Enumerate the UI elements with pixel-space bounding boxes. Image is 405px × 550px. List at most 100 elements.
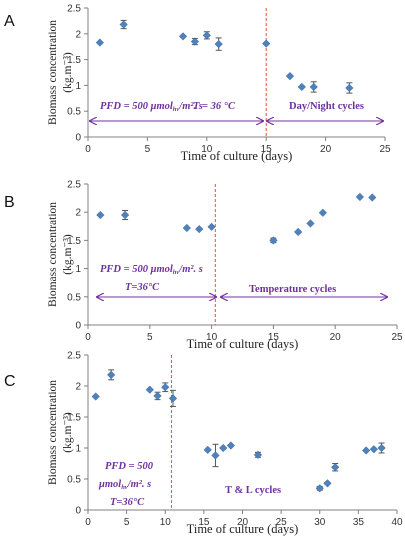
data-point: [361, 446, 371, 455]
panel-letter: C: [4, 373, 16, 390]
annotation-pfd: PFD = 500 μmolhv/m². s: [100, 264, 203, 276]
data-point: [182, 223, 192, 233]
x-tick-label: 40: [391, 517, 403, 528]
data-point: [323, 479, 332, 488]
x-tick-label: 25: [391, 332, 403, 343]
data-point: [91, 392, 100, 401]
data-point: [345, 83, 354, 93]
annotation-cycles: Temperature cycles: [249, 284, 336, 295]
x-tick-label: 30: [314, 517, 326, 528]
y-tick-label: 0.5: [67, 292, 81, 303]
x-axis-title: Time of culture (days): [187, 337, 299, 351]
data-point: [161, 383, 170, 392]
x-tick-label: 5: [147, 332, 153, 343]
data-point: [203, 445, 212, 455]
annotation-pfd-unit: μmolhv/m². s: [98, 479, 151, 491]
data-point: [306, 219, 315, 228]
y-axis-title: Biomass concentration (kg.m⁻³): [47, 380, 74, 485]
annotation-temperature: T=36°C: [125, 282, 160, 293]
data-point: [107, 370, 116, 379]
annotation-pfd: PFD = 500 μmolhv/m². s: [100, 101, 203, 113]
x-tick-label: 25: [276, 517, 288, 528]
annotation-cycles: Day/Night cycles: [289, 101, 364, 112]
data-point: [309, 82, 318, 92]
y-tick-label: 1: [75, 81, 81, 92]
data-point: [153, 391, 162, 401]
data-point: [368, 193, 377, 202]
data-point: [119, 20, 128, 29]
x-tick-label: 15: [261, 144, 273, 155]
data-point: [202, 31, 211, 40]
panel-b: B 0 0.5 1 1.5 2 2.5 0 5 10 15 20 25 Time of culture (…: [4, 180, 403, 352]
data-point: [253, 450, 263, 459]
y-tick-label: 0.5: [67, 475, 81, 486]
data-point: [214, 39, 223, 49]
y-tick-label: 2: [75, 29, 81, 40]
data-point: [297, 82, 306, 92]
data-point: [145, 385, 154, 394]
y-axis-title: Biomass concentration (kg.m⁻³): [47, 202, 74, 307]
data-point: [262, 39, 271, 48]
x-tick-label: 5: [124, 517, 130, 528]
x-axis-title: Time of culture (days): [187, 522, 299, 536]
x-tick-label: 20: [320, 144, 332, 155]
x-tick-label: 0: [85, 144, 91, 155]
y-tick-label: 2.5: [67, 351, 81, 362]
data-point: [355, 192, 365, 202]
y-tick-label: 2: [75, 382, 81, 393]
data-point: [269, 236, 278, 245]
data-point: [331, 463, 340, 472]
y-tick-label: 1.5: [67, 236, 81, 247]
x-tick-label: 0: [85, 517, 91, 528]
data-point: [195, 224, 204, 234]
x-tick-label: 5: [145, 144, 151, 155]
data-point: [226, 441, 236, 450]
data-point: [315, 484, 324, 493]
data-point: [190, 37, 200, 46]
data-point: [207, 222, 216, 232]
y-tick-label: 1.5: [67, 55, 81, 66]
y-tick-label: 0: [75, 506, 81, 517]
annotation-temperature: T = 36 °C: [193, 101, 236, 112]
y-tick-label: 1: [75, 444, 81, 455]
x-tick-label: 10: [206, 332, 218, 343]
panel-letter: A: [4, 13, 15, 30]
annotation-pfd: PFD = 500: [105, 461, 154, 472]
x-axis-title: Time of culture (days): [181, 149, 293, 163]
y-tick-label: 0: [75, 133, 81, 144]
x-tick-label: 35: [353, 517, 365, 528]
y-tick-label: 0.5: [67, 107, 81, 118]
data-point: [120, 210, 130, 220]
panel-letter: B: [4, 194, 15, 211]
y-tick-label: 2.5: [67, 180, 81, 191]
panel-c: C 0 0.5 1 1.5 2 2.5 0 5 10 15 20 25 30 35 40 Time of cul…: [4, 351, 403, 537]
y-tick-label: 1: [75, 264, 81, 275]
x-tick-label: 10: [160, 517, 172, 528]
data-point: [219, 443, 228, 453]
x-tick-label: 25: [379, 144, 391, 155]
data-point: [285, 71, 295, 81]
data-point: [168, 394, 178, 403]
data-point: [369, 445, 378, 454]
data-point: [377, 443, 386, 453]
x-tick-label: 15: [268, 332, 280, 343]
panel-a: A 0 0.5 1 1.5 2 2.5 0 5 10 15 20 25 Time of culture (…: [4, 4, 391, 164]
x-tick-label: 20: [237, 517, 249, 528]
y-tick-label: 1.5: [67, 413, 81, 424]
x-tick-label: 0: [85, 332, 91, 343]
annotation-cycles: T & L cycles: [225, 485, 281, 496]
data-point: [211, 451, 220, 460]
y-axis-title: Biomass concentration (kg.m⁻³): [47, 20, 74, 125]
data-point: [95, 38, 105, 47]
x-tick-label: 20: [330, 332, 342, 343]
y-tick-label: 2: [75, 208, 81, 219]
x-tick-label: 15: [198, 517, 210, 528]
data-point: [293, 227, 303, 237]
y-tick-label: 2.5: [67, 4, 81, 15]
data-point: [318, 208, 327, 217]
data-point: [178, 32, 188, 41]
annotation-temperature: T=36°C: [110, 497, 145, 508]
data-point: [96, 210, 105, 220]
y-tick-label: 0: [75, 321, 81, 332]
